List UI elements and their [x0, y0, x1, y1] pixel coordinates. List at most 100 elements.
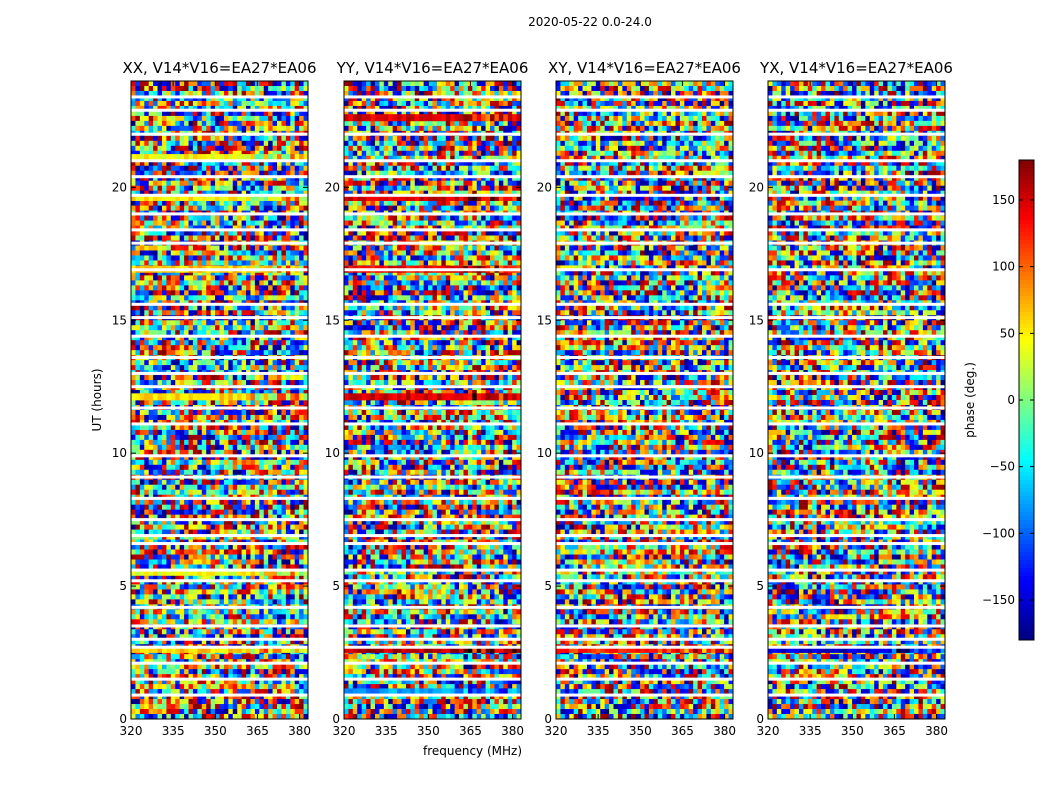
phase-cell — [161, 534, 167, 540]
phase-cell — [246, 479, 251, 486]
phase-cell — [157, 100, 163, 107]
phase-cell — [201, 684, 207, 690]
phase-cell — [188, 100, 194, 107]
phase-cell — [166, 235, 172, 241]
phase-cell — [294, 454, 300, 461]
phase-cell — [277, 529, 282, 535]
phase-cell — [157, 245, 163, 251]
phase-cell — [188, 619, 194, 625]
phase-cell — [201, 614, 207, 620]
phase-cell — [161, 484, 167, 491]
phase-cell — [166, 110, 172, 117]
phase-cell — [303, 270, 308, 276]
phase-cell — [210, 504, 216, 511]
phase-cell — [139, 629, 145, 635]
phase-cell — [232, 100, 238, 107]
phase-cell — [277, 245, 282, 251]
phase-cell — [153, 245, 158, 251]
phase-cell — [161, 679, 167, 685]
phase-cell — [148, 150, 154, 157]
phase-cell — [285, 484, 291, 491]
phase-cell — [232, 185, 238, 192]
phase-cell — [166, 429, 172, 436]
phase-cell — [157, 559, 163, 565]
phase-cell — [303, 444, 308, 451]
phase-cell — [157, 275, 163, 281]
phase-cell — [192, 549, 198, 555]
phase-cell — [241, 479, 247, 486]
phase-cell — [250, 464, 256, 471]
phase-cell — [250, 145, 256, 152]
phase-cell — [210, 165, 216, 172]
phase-cell — [232, 175, 238, 182]
phase-cell — [241, 260, 247, 266]
phase-cell — [268, 320, 273, 326]
phase-cell — [135, 375, 141, 381]
phase-cell — [175, 479, 181, 486]
phase-cell — [166, 504, 172, 511]
phase-cell — [175, 454, 181, 461]
phase-cell — [294, 549, 300, 555]
phase-cell — [135, 434, 141, 441]
phase-cell — [299, 100, 304, 107]
phase-cell — [175, 544, 181, 550]
phase-cell — [223, 459, 229, 466]
phase-cell — [294, 85, 300, 92]
phase-cell — [259, 519, 265, 526]
phase-cell — [166, 534, 172, 540]
phase-cell — [192, 185, 198, 192]
phase-cell — [201, 295, 207, 301]
phase-cell — [139, 454, 145, 461]
phase-cell — [201, 215, 207, 221]
phase-cell — [206, 574, 212, 580]
phase-cell — [206, 684, 212, 690]
phase-cell — [246, 365, 251, 371]
phase-cell — [285, 360, 291, 366]
phase-cell — [272, 454, 278, 461]
phase-cell — [157, 230, 163, 236]
phase-cell — [228, 634, 234, 640]
phase-cell — [139, 81, 145, 87]
phase-cell — [166, 609, 172, 615]
phase-cell — [131, 574, 136, 580]
phase-cell — [246, 674, 251, 680]
phase-cell — [206, 120, 212, 127]
phase-cell — [246, 220, 251, 226]
phase-cell — [144, 664, 150, 670]
phase-cell — [188, 225, 194, 231]
phase-cell — [228, 335, 234, 341]
phase-cell — [294, 190, 300, 197]
phase-cell — [148, 674, 154, 680]
phase-cell — [139, 235, 145, 241]
phase-cell — [232, 160, 238, 167]
phase-cell — [232, 424, 238, 431]
phase-cell — [219, 699, 225, 705]
phase-cell — [277, 95, 282, 102]
phase-cell — [206, 679, 212, 685]
phase-cell — [157, 350, 163, 356]
phase-cell — [219, 185, 225, 192]
phase-cell — [290, 360, 296, 366]
phase-cell — [263, 340, 269, 346]
phase-cell — [201, 270, 207, 276]
phase-cell — [232, 609, 238, 615]
phase-cell — [285, 549, 291, 555]
phase-cell — [131, 439, 136, 446]
phase-cell — [166, 85, 172, 92]
phase-cell — [228, 200, 234, 207]
phase-cell — [246, 504, 251, 511]
phase-cell — [215, 669, 220, 675]
phase-cell — [277, 400, 282, 406]
phase-cell — [290, 285, 296, 291]
phase-cell — [285, 165, 291, 172]
phase-cell — [148, 115, 154, 122]
phase-cell — [188, 235, 194, 241]
phase-cell — [148, 85, 154, 92]
phase-cell — [299, 345, 304, 351]
phase-cell — [148, 220, 154, 226]
phase-cell — [179, 629, 185, 635]
phase-cell — [294, 429, 300, 436]
phase-cell — [135, 589, 141, 595]
phase-cell — [161, 295, 167, 301]
phase-cell — [268, 365, 273, 371]
